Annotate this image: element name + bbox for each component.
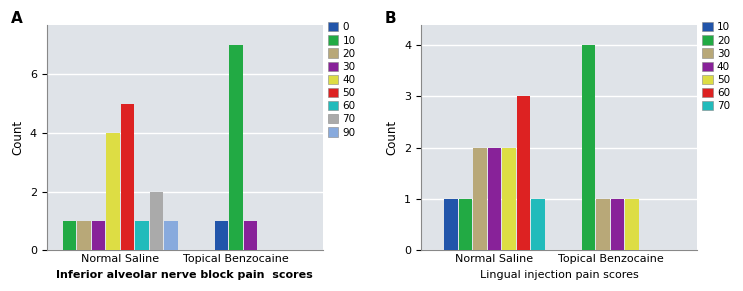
Bar [135,221,149,250]
Bar [459,199,473,250]
Bar [150,191,163,250]
Bar [517,96,531,250]
Bar [488,148,502,250]
Bar [502,148,516,250]
Text: A: A [10,11,22,26]
Bar [244,221,257,250]
Bar [164,221,178,250]
X-axis label: Inferior alveolar nerve block pain  scores: Inferior alveolar nerve block pain score… [56,270,314,280]
Bar [582,45,595,250]
Bar [63,221,77,250]
Bar [230,45,243,250]
Text: B: B [385,11,397,26]
Bar [215,221,228,250]
Bar [121,104,134,250]
Bar [597,199,610,250]
Bar [92,221,106,250]
Bar [473,148,487,250]
Bar [626,199,639,250]
Y-axis label: Count: Count [11,120,24,155]
Bar [106,133,120,250]
Bar [611,199,624,250]
X-axis label: Lingual injection pain scores: Lingual injection pain scores [480,270,638,280]
Y-axis label: Count: Count [386,120,398,155]
Legend: 0, 10, 20, 30, 40, 50, 60, 70, 90: 0, 10, 20, 30, 40, 50, 60, 70, 90 [326,20,358,140]
Legend: 10, 20, 30, 40, 50, 60, 70: 10, 20, 30, 40, 50, 60, 70 [700,20,732,113]
Bar [444,199,458,250]
Bar [77,221,91,250]
Bar [531,199,545,250]
